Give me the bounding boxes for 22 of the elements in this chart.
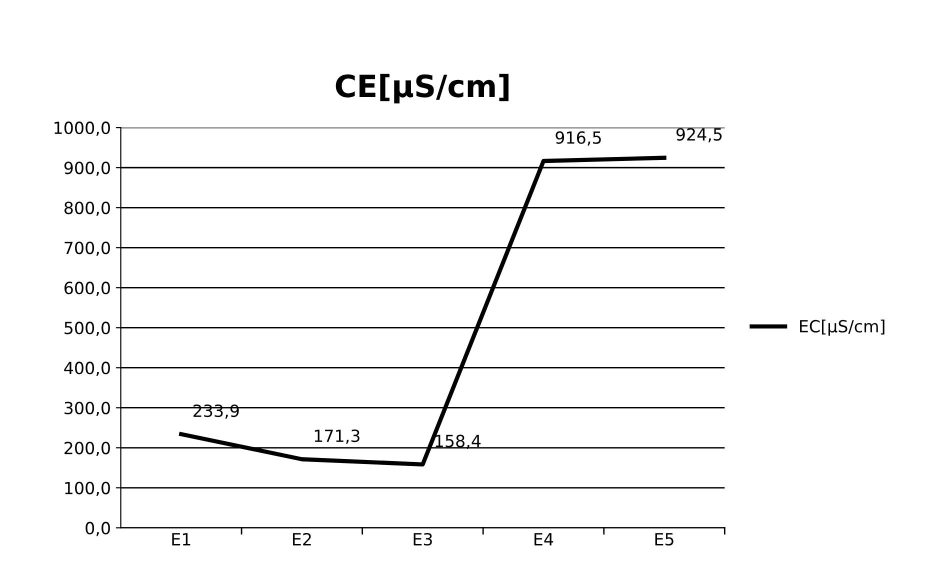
data-label: 171,3: [314, 430, 360, 444]
y-tick-label: 900,0: [64, 162, 110, 176]
y-tick-label: 100,0: [65, 482, 110, 496]
y-tick-label: 400,0: [64, 362, 110, 376]
y-tick-label: 300,0: [64, 402, 110, 416]
x-tick-label: E1: [172, 533, 190, 546]
y-tick-label: 200,0: [64, 442, 110, 456]
y-tick-label: 0,0: [86, 522, 110, 536]
data-label: 916,5: [556, 131, 601, 146]
y-tick-label: 1000,0: [54, 122, 110, 136]
data-label: 924,5: [676, 128, 722, 142]
y-tick-label: 800,0: [64, 202, 110, 216]
x-tick-label: E2: [293, 532, 311, 546]
y-tick-label: 600,0: [64, 282, 110, 296]
y-tick-label: 700,0: [64, 242, 110, 256]
chart-title: CE[µS/cm]: [336, 74, 509, 104]
x-tick-label: E5: [655, 533, 674, 546]
x-tick-label: E4: [534, 533, 554, 546]
legend-label: EC[µS/cm]: [800, 320, 884, 336]
data-label: 158,4: [436, 434, 481, 449]
y-tick-label: 500,0: [64, 322, 110, 336]
x-tick-label: E3: [414, 532, 432, 546]
